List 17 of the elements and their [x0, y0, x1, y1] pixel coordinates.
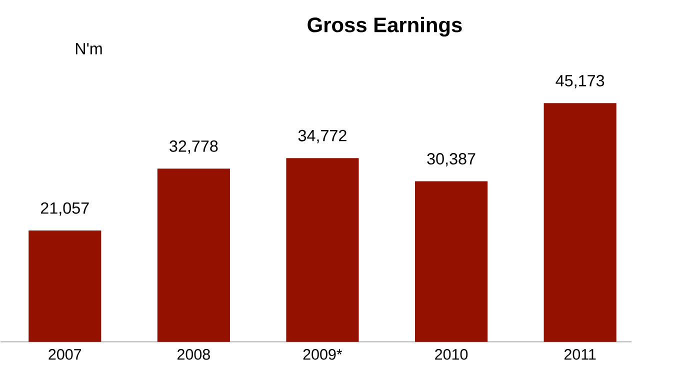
data-label: 30,387 [427, 153, 476, 167]
bar [28, 230, 102, 342]
bar [286, 158, 359, 342]
data-label: 34,772 [298, 130, 346, 144]
x-tick-label: 2009* [303, 349, 342, 360]
y-axis-title: N'm [76, 43, 102, 54]
data-label: 32,778 [170, 140, 218, 154]
bar [544, 103, 616, 342]
x-tick-label: 2011 [564, 349, 596, 360]
x-tick-label: 2008 [178, 349, 210, 360]
data-label: 45,173 [556, 75, 604, 88]
bar [157, 168, 230, 342]
bar [415, 181, 488, 342]
data-label: 21,057 [40, 202, 89, 216]
x-tick-label: 2007 [48, 349, 82, 360]
x-tick-label: 2010 [435, 349, 468, 360]
chart-title: Gross Earnings [308, 17, 462, 37]
